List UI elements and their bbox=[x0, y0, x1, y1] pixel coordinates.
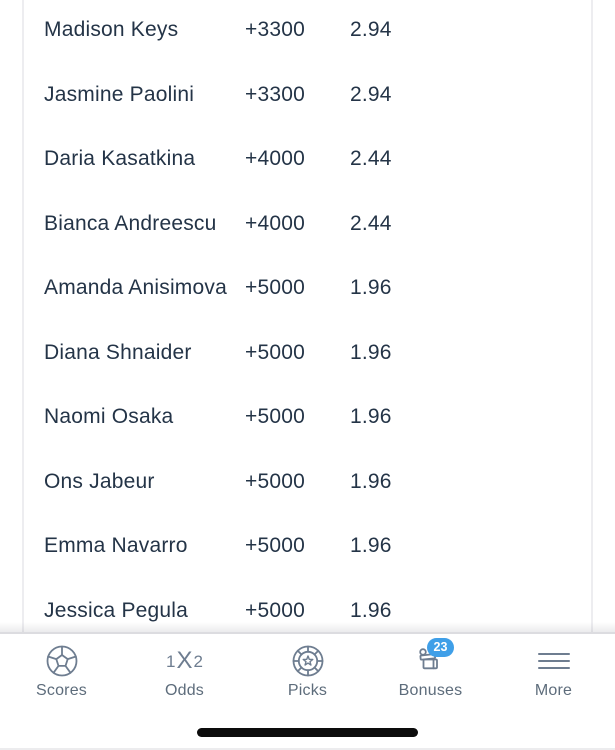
1x2-odds-icon: 1 X 2 bbox=[166, 643, 203, 679]
decimal-odds: 1.96 bbox=[350, 276, 392, 300]
american-odds: +5000 bbox=[245, 469, 305, 493]
decimal-odds: 2.94 bbox=[350, 18, 392, 42]
tab-picks[interactable]: Picks bbox=[246, 634, 369, 700]
decimal-odds: 1.96 bbox=[350, 405, 392, 429]
tab-odds[interactable]: 1 X 2 Odds bbox=[123, 634, 246, 700]
decimal-odds: 1.96 bbox=[350, 598, 392, 622]
odds-row[interactable]: Diana Shnaider +5000 1.96 bbox=[24, 321, 591, 386]
american-odds: +3300 bbox=[245, 18, 305, 42]
american-odds: +4000 bbox=[245, 147, 305, 171]
american-odds: +5000 bbox=[245, 340, 305, 364]
bonuses-count-badge: 23 bbox=[426, 638, 455, 657]
odds-row[interactable]: Jasmine Paolini +3300 2.94 bbox=[24, 63, 591, 128]
tabbar-top-shadow bbox=[0, 622, 615, 632]
poker-chip-star-icon bbox=[291, 643, 325, 679]
tab-bonuses[interactable]: 23 Bonuses bbox=[369, 634, 492, 700]
odds-row[interactable]: Emma Navarro +5000 1.96 bbox=[24, 514, 591, 579]
american-odds: +5000 bbox=[245, 405, 305, 429]
player-name: Madison Keys bbox=[44, 18, 179, 42]
tab-odds-label: Odds bbox=[164, 682, 205, 699]
american-odds: +5000 bbox=[245, 276, 305, 300]
soccer-ball-icon bbox=[45, 643, 79, 679]
gift-icon: 23 bbox=[414, 638, 455, 679]
odds-row[interactable]: Madison Keys +3300 2.94 bbox=[24, 0, 591, 63]
decimal-odds: 2.44 bbox=[350, 147, 392, 171]
tab-scores[interactable]: Scores bbox=[0, 634, 123, 700]
player-name: Diana Shnaider bbox=[44, 340, 192, 364]
player-name: Jessica Pegula bbox=[44, 598, 189, 622]
decimal-odds: 2.44 bbox=[350, 211, 392, 235]
decimal-odds: 1.96 bbox=[350, 340, 392, 364]
player-name: Ons Jabeur bbox=[44, 469, 155, 493]
home-indicator[interactable] bbox=[197, 728, 418, 737]
odds-row[interactable]: Daria Kasatkina +4000 2.44 bbox=[24, 127, 591, 192]
player-name: Bianca Andreescu bbox=[44, 211, 217, 235]
american-odds: +5000 bbox=[245, 534, 305, 558]
odds-row[interactable]: Jessica Pegula +5000 1.96 bbox=[24, 579, 591, 633]
futures-odds-card: Madison Keys +3300 2.94 Jasmine Paolini … bbox=[22, 0, 593, 632]
odds-row[interactable]: Naomi Osaka +5000 1.96 bbox=[24, 385, 591, 450]
tab-scores-label: Scores bbox=[36, 682, 87, 699]
decimal-odds: 1.96 bbox=[350, 534, 392, 558]
player-name: Naomi Osaka bbox=[44, 405, 174, 429]
odds-icon-1: 1 bbox=[166, 651, 176, 671]
american-odds: +3300 bbox=[245, 82, 305, 106]
tab-more[interactable]: More bbox=[492, 634, 615, 700]
screen-bottom-edge bbox=[0, 748, 615, 750]
player-name: Jasmine Paolini bbox=[44, 82, 195, 106]
tab-bonuses-label: Bonuses bbox=[398, 682, 463, 699]
odds-list: Madison Keys +3300 2.94 Jasmine Paolini … bbox=[24, 0, 591, 632]
american-odds: +5000 bbox=[245, 598, 305, 622]
odds-row[interactable]: Ons Jabeur +5000 1.96 bbox=[24, 450, 591, 515]
odds-row[interactable]: Bianca Andreescu +4000 2.44 bbox=[24, 192, 591, 257]
american-odds: +4000 bbox=[245, 211, 305, 235]
player-name: Amanda Anisimova bbox=[44, 276, 227, 300]
tab-more-label: More bbox=[534, 682, 573, 699]
hamburger-menu-icon bbox=[537, 643, 571, 679]
tab-picks-label: Picks bbox=[287, 682, 328, 699]
player-name: Daria Kasatkina bbox=[44, 147, 196, 171]
odds-row[interactable]: Amanda Anisimova +5000 1.96 bbox=[24, 256, 591, 321]
decimal-odds: 1.96 bbox=[350, 469, 392, 493]
player-name: Emma Navarro bbox=[44, 534, 188, 558]
odds-icon-2: 2 bbox=[193, 651, 203, 671]
odds-icon-x: X bbox=[176, 647, 193, 674]
decimal-odds: 2.94 bbox=[350, 82, 392, 106]
